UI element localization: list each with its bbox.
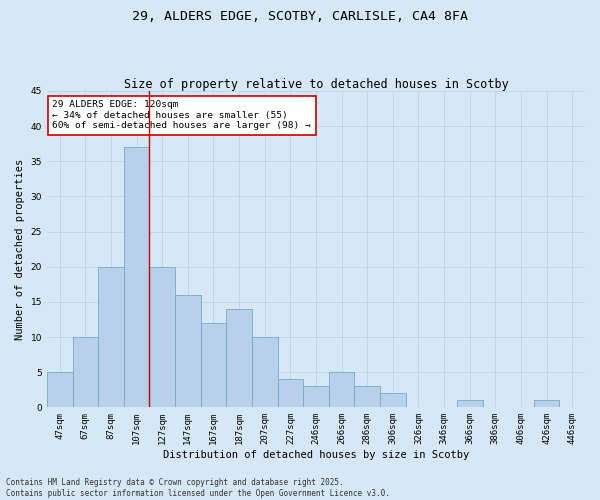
Bar xyxy=(149,266,175,408)
Bar xyxy=(329,372,355,408)
Bar xyxy=(278,379,303,408)
Bar xyxy=(47,372,73,408)
Title: Size of property relative to detached houses in Scotby: Size of property relative to detached ho… xyxy=(124,78,508,91)
Bar xyxy=(534,400,559,407)
Text: Contains HM Land Registry data © Crown copyright and database right 2025.
Contai: Contains HM Land Registry data © Crown c… xyxy=(6,478,390,498)
Bar xyxy=(124,147,149,407)
Bar xyxy=(73,337,98,407)
Bar xyxy=(200,323,226,407)
Text: 29 ALDERS EDGE: 120sqm
← 34% of detached houses are smaller (55)
60% of semi-det: 29 ALDERS EDGE: 120sqm ← 34% of detached… xyxy=(52,100,311,130)
Bar xyxy=(303,386,329,407)
Y-axis label: Number of detached properties: Number of detached properties xyxy=(15,158,25,340)
Bar xyxy=(355,386,380,407)
Bar xyxy=(457,400,482,407)
X-axis label: Distribution of detached houses by size in Scotby: Distribution of detached houses by size … xyxy=(163,450,469,460)
Bar xyxy=(380,394,406,407)
Bar xyxy=(226,309,252,408)
Bar xyxy=(175,295,200,408)
Bar xyxy=(98,266,124,408)
Bar xyxy=(252,337,278,407)
Text: 29, ALDERS EDGE, SCOTBY, CARLISLE, CA4 8FA: 29, ALDERS EDGE, SCOTBY, CARLISLE, CA4 8… xyxy=(132,10,468,23)
